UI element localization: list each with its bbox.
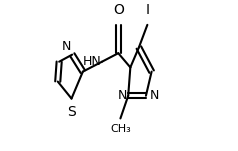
Text: CH₃: CH₃: [110, 124, 131, 134]
Text: N: N: [149, 89, 159, 102]
Text: O: O: [113, 3, 124, 17]
Text: HN: HN: [83, 55, 101, 68]
Text: N: N: [62, 40, 71, 53]
Text: N: N: [117, 89, 127, 102]
Text: S: S: [67, 105, 76, 119]
Text: I: I: [145, 3, 149, 17]
